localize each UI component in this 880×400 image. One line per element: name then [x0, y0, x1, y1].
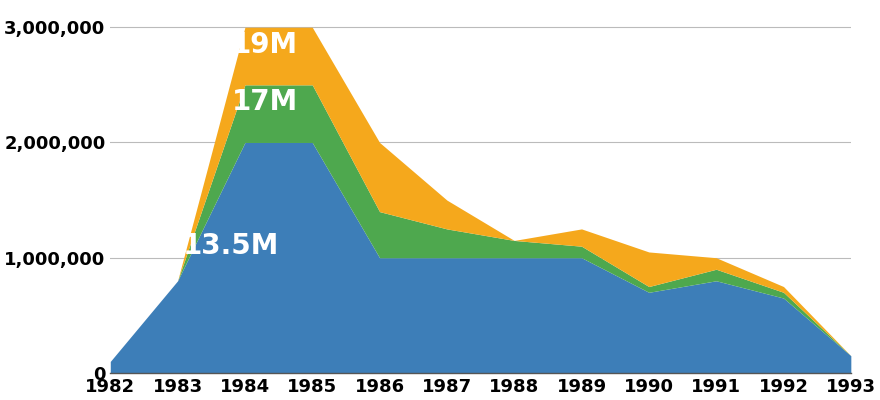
Text: 19M: 19M	[232, 30, 298, 58]
Text: 13.5M: 13.5M	[183, 232, 280, 260]
Text: 17M: 17M	[232, 88, 298, 116]
